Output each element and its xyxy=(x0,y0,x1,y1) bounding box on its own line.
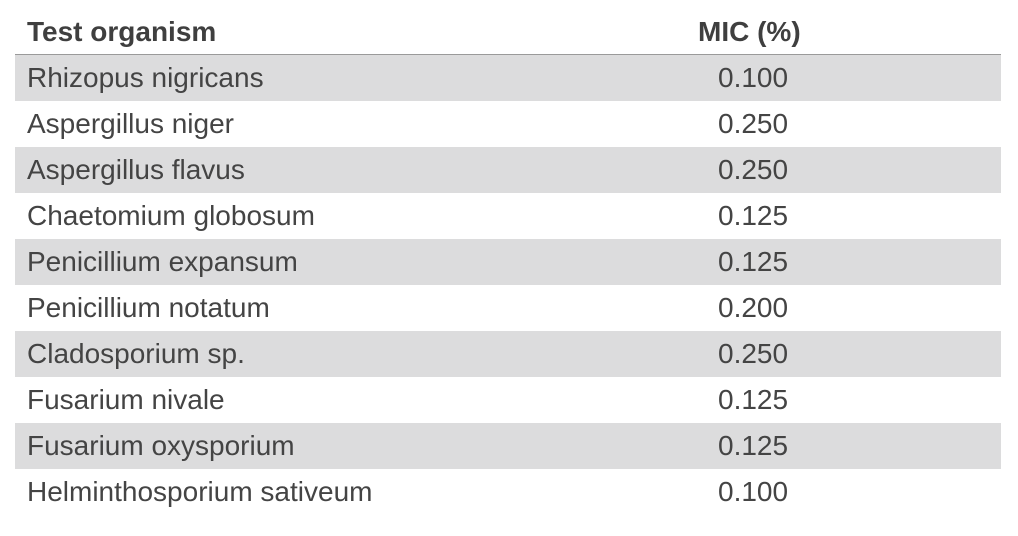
header-test-organism: Test organism xyxy=(27,16,217,47)
table-row: Fusarium nivale 0.125 xyxy=(15,377,1001,423)
table-row: Penicillium expansum 0.125 xyxy=(15,239,1001,285)
organism-cell: Penicillium expansum xyxy=(27,246,298,277)
mic-cell: 0.250 xyxy=(718,338,789,369)
header-mic: MIC (%) xyxy=(698,16,801,47)
organism-cell: Chaetomium globosum xyxy=(27,200,315,231)
organism-cell: Rhizopus nigricans xyxy=(27,62,264,93)
table-row: Cladosporium sp. 0.250 xyxy=(15,331,1001,377)
table-row: Aspergillus flavus 0.250 xyxy=(15,147,1001,193)
organism-cell: Helminthosporium sativeum xyxy=(27,476,373,507)
table-row: Rhizopus nigricans 0.100 xyxy=(15,55,1001,101)
organism-cell: Aspergillus niger xyxy=(27,108,234,139)
organism-cell: Aspergillus flavus xyxy=(27,154,245,185)
table-row: Aspergillus niger 0.250 xyxy=(15,101,1001,147)
mic-cell: 0.125 xyxy=(718,200,789,231)
mic-cell: 0.250 xyxy=(718,108,789,139)
organism-cell: Penicillium notatum xyxy=(27,292,270,323)
mic-cell: 0.125 xyxy=(718,384,789,415)
organism-cell: Cladosporium sp. xyxy=(27,338,245,369)
mic-cell: 0.250 xyxy=(718,154,789,185)
mic-cell: 0.125 xyxy=(718,430,789,461)
mic-cell: 0.125 xyxy=(718,246,789,277)
mic-cell: 0.200 xyxy=(718,292,789,323)
organism-cell: Fusarium oxysporium xyxy=(27,430,295,461)
table-row: Penicillium notatum 0.200 xyxy=(15,285,1001,331)
table-row: Fusarium oxysporium 0.125 xyxy=(15,423,1001,469)
mic-cell: 0.100 xyxy=(718,476,789,507)
table-header: Test organism MIC (%) xyxy=(15,10,1001,55)
organism-cell: Fusarium nivale xyxy=(27,384,225,415)
mic-cell: 0.100 xyxy=(718,62,789,93)
table-row: Chaetomium globosum 0.125 xyxy=(15,193,1001,239)
table-row: Helminthosporium sativeum 0.100 xyxy=(15,469,1001,515)
mic-table: Test organism MIC (%) Rhizopus nigricans… xyxy=(15,10,1001,515)
